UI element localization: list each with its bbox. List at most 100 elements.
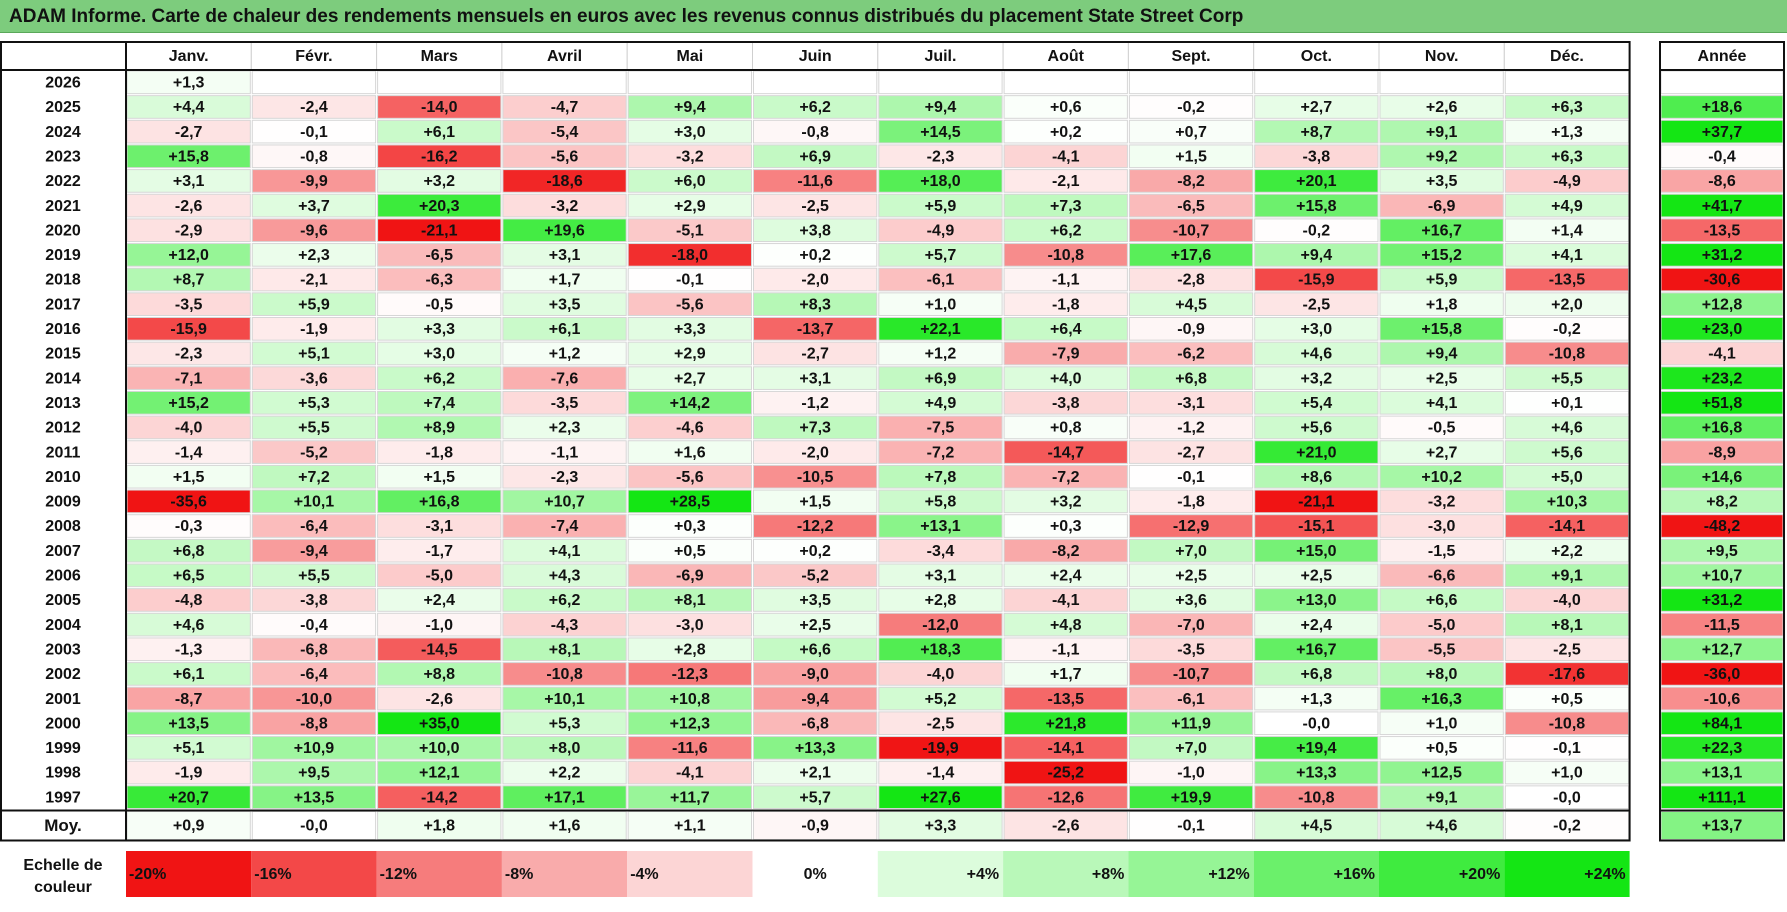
annual-value-label: -10,6 <box>1704 691 1741 708</box>
heatmap-cell <box>878 415 1003 440</box>
heatmap-cell <box>627 785 753 809</box>
cell-value-label: -1,8 <box>1052 296 1080 313</box>
annual-value-label: +111,1 <box>1698 789 1746 806</box>
cell-value-label: +0,3 <box>674 518 706 535</box>
cell-value-label: -1,1 <box>1052 272 1080 289</box>
month-header-label: Août <box>1048 48 1085 65</box>
heatmap-cell <box>1254 267 1379 292</box>
cell-value-label: -3,5 <box>175 296 203 313</box>
heatmap-cell <box>377 366 502 390</box>
month-header-label: Juil. <box>924 48 956 65</box>
cell-value-label: +11,9 <box>1171 715 1211 732</box>
annual-value-label: -8,6 <box>1708 173 1736 190</box>
average-value-label: -0,2 <box>1553 818 1581 835</box>
heatmap-cell <box>1003 538 1128 563</box>
heatmap-cell <box>878 341 1003 366</box>
cell-value-label: +2,5 <box>1301 568 1333 585</box>
heatmap-cell <box>878 760 1003 785</box>
heatmap-cell <box>251 70 377 95</box>
cell-value-label: +2,4 <box>1301 617 1333 634</box>
heatmap-cell <box>1128 612 1254 637</box>
annual-value-label: +12,7 <box>1702 641 1743 658</box>
cell-value-label: -11,6 <box>797 173 833 190</box>
average-value-label: +4,5 <box>1301 818 1333 835</box>
row-year-label: 2013 <box>45 395 81 412</box>
average-value-label: +4,6 <box>1426 818 1458 835</box>
heatmap-cell <box>1254 514 1379 538</box>
heatmap-cell <box>1379 390 1504 415</box>
cell-value-label: -4,8 <box>175 592 203 609</box>
heatmap-cell <box>377 464 502 489</box>
cell-value-label: -3,0 <box>676 617 704 634</box>
cell-value-label: -9,0 <box>801 666 829 683</box>
heatmap-cell <box>502 736 627 760</box>
month-header-cell <box>125 41 252 71</box>
heatmap-cell <box>627 563 753 588</box>
cell-value-label: -25,2 <box>1048 765 1085 782</box>
cell-value-label: -21,1 <box>1298 494 1335 511</box>
cell-value-label: -5,1 <box>676 222 704 239</box>
heatmap-cell <box>753 119 878 144</box>
cell-value-label: +3,7 <box>298 198 330 215</box>
cell-value-label: +2,7 <box>1301 99 1333 116</box>
heatmap-cell <box>1379 415 1504 440</box>
legend-swatch <box>1128 851 1254 897</box>
annual-value-label: +22,3 <box>1702 740 1743 757</box>
cell-value-label: -4,9 <box>1553 173 1581 190</box>
heatmap-cell <box>1128 637 1254 662</box>
cell-value-label: +2,8 <box>925 592 957 609</box>
heatmap-cell <box>377 341 502 366</box>
heatmap-cell <box>251 785 377 809</box>
cell-value-label: -7,4 <box>551 518 579 535</box>
heatmap-cell <box>878 637 1003 662</box>
heatmap-cell <box>502 193 627 218</box>
legend-swatch <box>126 851 252 897</box>
average-annual-label: +13,7 <box>1702 818 1743 835</box>
heatmap-cell <box>753 193 878 218</box>
cell-value-label: -3,4 <box>927 543 955 560</box>
heatmap-cell <box>1128 440 1254 464</box>
heatmap-cell <box>502 366 627 390</box>
heatmap-cell <box>1254 686 1379 711</box>
cell-value-label: -19,9 <box>922 740 959 757</box>
cell-value-label: -0,3 <box>175 518 203 535</box>
cell-value-label: -3,8 <box>1052 395 1080 412</box>
legend-swatch <box>1003 851 1129 897</box>
heatmap-cell <box>502 415 627 440</box>
heatmap-cell <box>1003 588 1128 612</box>
cell-value-label: -1,8 <box>1177 494 1205 511</box>
cell-value-label: +3,6 <box>1175 592 1207 609</box>
heatmap-cell <box>1379 218 1504 243</box>
cell-value-label: +12,1 <box>419 765 460 782</box>
month-header-label: Sept. <box>1171 48 1210 65</box>
heatmap-cell <box>1128 193 1254 218</box>
cell-value-label: +5,0 <box>1551 469 1583 486</box>
cell-value-label: -15,9 <box>1298 272 1335 289</box>
cell-value-label: -14,1 <box>1549 518 1586 535</box>
cell-value-label: -2,3 <box>175 346 203 363</box>
heatmap-cell <box>377 218 502 243</box>
cell-value-label: +5,5 <box>1551 370 1583 387</box>
heatmap-cell <box>1128 662 1254 686</box>
cell-value-label: -3,8 <box>300 592 328 609</box>
cell-value-label: +13,5 <box>294 789 335 806</box>
cell-value-label: +9,1 <box>1426 789 1458 806</box>
heatmap-cell <box>878 218 1003 243</box>
cell-value-label: +4,9 <box>1551 198 1583 215</box>
heatmap-cell <box>1254 144 1379 169</box>
average-value-label: -0,0 <box>300 818 328 835</box>
cell-value-label: +4,6 <box>1301 346 1333 363</box>
annual-value-label: +23,0 <box>1702 321 1743 338</box>
cell-value-label: +6,8 <box>1175 370 1207 387</box>
heatmap-cell <box>1128 119 1254 144</box>
cell-value-label: -7,1 <box>175 370 203 387</box>
heatmap-cell <box>1254 785 1379 809</box>
cell-value-label: -10,0 <box>296 691 333 708</box>
cell-value-label: -1,1 <box>551 444 579 461</box>
cell-value-label: -12,6 <box>1048 789 1085 806</box>
heatmap-cell <box>1003 144 1128 169</box>
cell-value-label: +3,1 <box>173 173 205 190</box>
heatmap-cell <box>1003 193 1128 218</box>
month-header-label: Janv. <box>169 48 209 65</box>
cell-value-label: -0,5 <box>425 296 453 313</box>
